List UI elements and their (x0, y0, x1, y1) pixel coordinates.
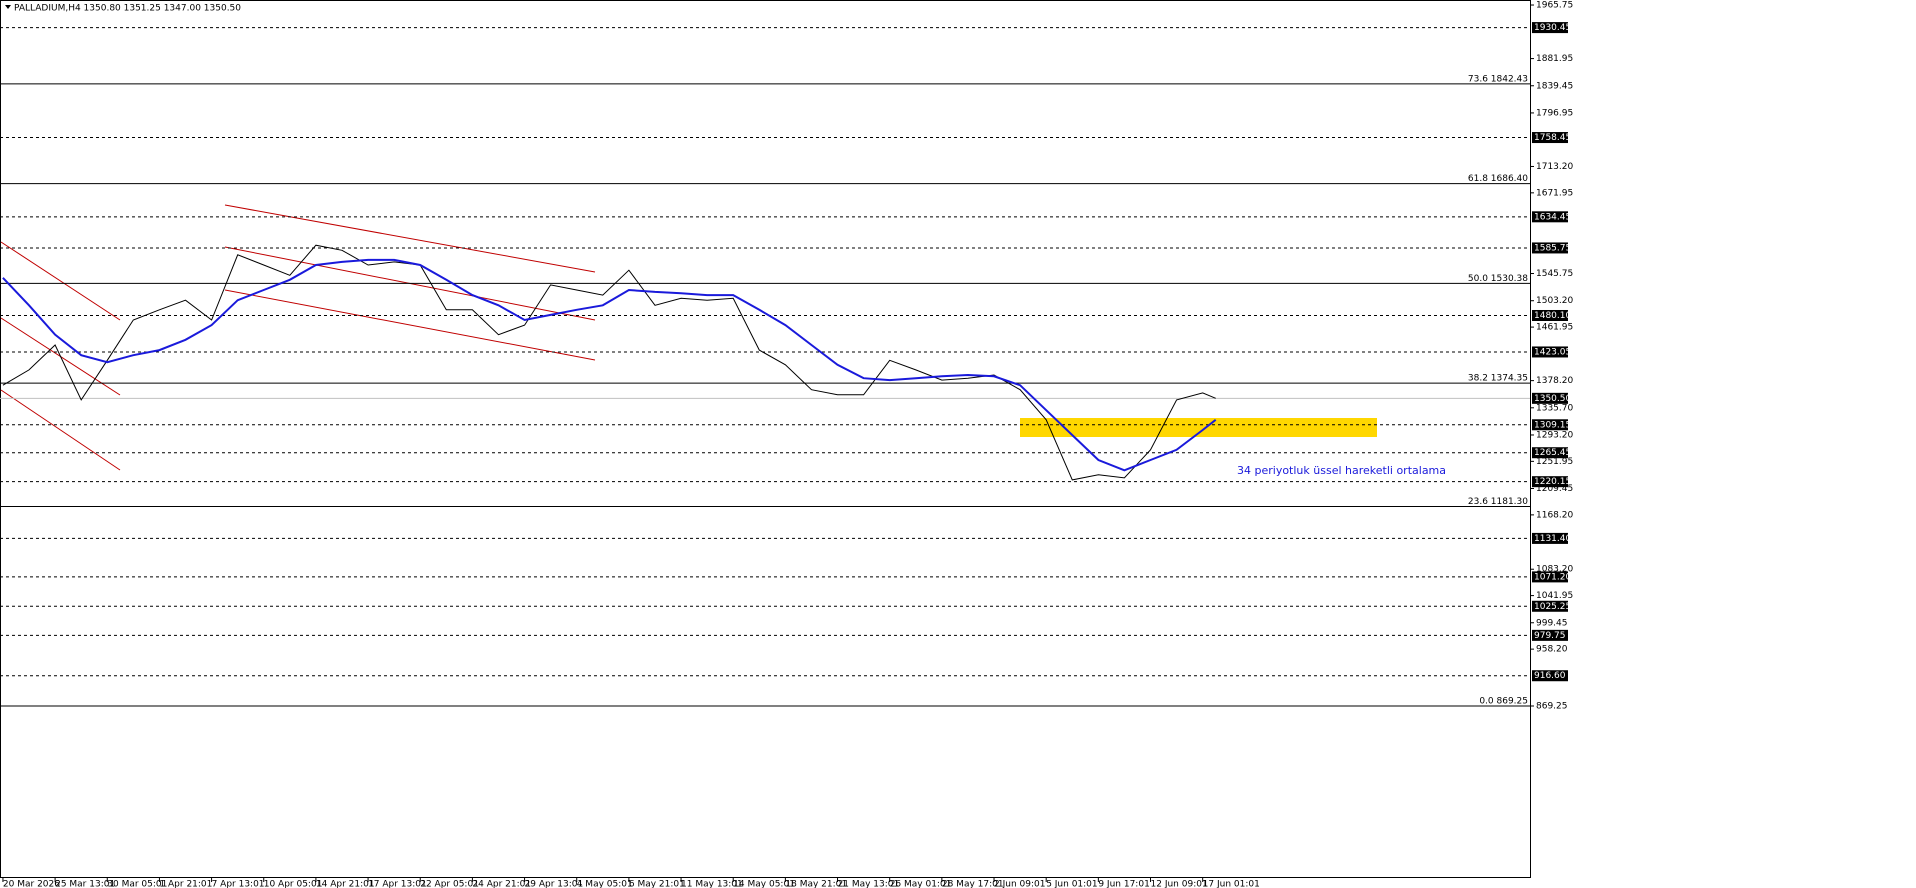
series-line (2, 258, 1217, 472)
x-tick-label: 1 Apr 21:01 (159, 880, 212, 888)
x-tick-label: 28 May 17:01 (942, 880, 1004, 888)
x-tick-label: 5 Jun 01:01 (1046, 880, 1097, 888)
y-tick-label: 1965.75 (1536, 1, 1573, 11)
fib-label: 73.6 1842.43 (1468, 74, 1528, 84)
level-label: 916.60 (1534, 671, 1566, 681)
y-tick-label: 1503.20 (1536, 296, 1573, 306)
trend-line (0, 241, 121, 321)
x-tick-label: 29 Apr 13:01 (525, 880, 584, 888)
x-tick-label: 20 Mar 2026 (3, 880, 60, 888)
level-box (1532, 629, 1568, 641)
y-tick-label: 1293.20 (1536, 430, 1573, 440)
x-tick-label: 9 Jun 17:01 (1098, 880, 1149, 888)
level-label: 1025.25 (1534, 602, 1571, 612)
x-tick-label: 17 Jun 01:01 (1203, 880, 1260, 888)
chart-title: PALLADIUM,H4 1350.80 1351.25 1347.00 135… (14, 4, 241, 14)
x-tick-label: 21 May 13:01 (838, 880, 900, 888)
level-box (1532, 346, 1568, 358)
level-label: 979.75 (1534, 631, 1566, 641)
annotation: 34 periyotluk üssel hareketli ortalama (1237, 464, 1446, 477)
y-tick-label: 1209.45 (1536, 484, 1573, 494)
x-tick-label: 10 Apr 05:01 (264, 880, 323, 888)
level-label: 1071.20 (1534, 572, 1571, 582)
x-tick-label: 11 May 13:01 (681, 880, 743, 888)
x-tick-label: 26 May 01:01 (890, 880, 952, 888)
y-tick-label: 1168.20 (1536, 510, 1573, 520)
level-label: 1423.05 (1534, 347, 1571, 357)
y-tick-label: 958.20 (1536, 645, 1568, 655)
trend-line (224, 204, 596, 273)
level-box (1532, 242, 1568, 254)
y-tick-label: 1839.45 (1536, 81, 1573, 91)
x-tick-label: 22 Apr 05:01 (420, 880, 479, 888)
level-label: 1220.15 (1534, 477, 1571, 487)
x-tick-label: 12 Jun 09:01 (1151, 880, 1208, 888)
level-box (1532, 571, 1568, 583)
level-box (1532, 419, 1568, 431)
y-tick-label: 1713.20 (1536, 162, 1573, 172)
trend-line (0, 389, 121, 471)
level-label: 1634.45 (1534, 212, 1571, 222)
y-tick-label: 1251.95 (1536, 457, 1573, 467)
series-line (2, 244, 1216, 481)
level-label: 1930.45 (1534, 23, 1571, 33)
level-label: 1309.15 (1534, 420, 1571, 430)
fib-label: 61.8 1686.40 (1468, 174, 1528, 184)
x-tick-label: 2 Jun 09:01 (994, 880, 1045, 888)
trend-line (224, 289, 596, 361)
fib-label: 0.0 869.25 (1479, 696, 1528, 706)
x-tick-label: 7 Apr 13:01 (212, 880, 265, 888)
level-label: 1350.50 (1534, 394, 1571, 404)
collapse-icon (5, 5, 11, 9)
level-box (1532, 22, 1568, 34)
level-box (1532, 132, 1568, 144)
level-box (1532, 447, 1568, 459)
x-tick-label: 17 Apr 13:01 (368, 880, 427, 888)
level-box (1532, 211, 1568, 223)
y-tick-label: 1881.95 (1536, 54, 1573, 64)
level-label: 1480.10 (1534, 311, 1571, 321)
x-tick-label: 6 May 21:01 (629, 880, 685, 888)
level-box (1532, 392, 1568, 404)
y-tick-label: 1461.95 (1536, 323, 1573, 333)
x-tick-label: 4 May 05:01 (577, 880, 633, 888)
x-tick-label: 14 May 05:01 (733, 880, 795, 888)
y-tick-label: 999.45 (1536, 618, 1568, 628)
x-tick-label: 30 Mar 05:01 (107, 880, 167, 888)
plot-frame (0, 0, 1531, 878)
level-label: 1265.45 (1534, 448, 1571, 458)
level-box (1532, 309, 1568, 321)
fib-label: 38.2 1374.35 (1468, 374, 1528, 384)
level-box (1532, 476, 1568, 488)
x-tick-label: 25 Mar 13:01 (55, 880, 115, 888)
x-tick-label: 14 Apr 21:01 (316, 880, 375, 888)
y-tick-label: 1335.70 (1536, 403, 1573, 413)
y-tick-label: 1041.95 (1536, 591, 1573, 601)
y-tick-label: 1671.95 (1536, 188, 1573, 198)
y-tick-label: 869.25 (1536, 701, 1568, 711)
fib-label: 23.6 1181.30 (1468, 497, 1528, 507)
level-box (1532, 532, 1568, 544)
level-box (1532, 600, 1568, 612)
level-label: 1758.45 (1534, 133, 1571, 143)
y-tick-label: 1545.75 (1536, 269, 1573, 279)
fib-label: 50.0 1530.38 (1468, 274, 1528, 284)
level-label: 1131.40 (1534, 534, 1571, 544)
level-box (1532, 670, 1568, 682)
level-label: 1585.75 (1534, 243, 1571, 253)
x-tick-label: 18 May 21:01 (785, 880, 847, 888)
y-tick-label: 1378.20 (1536, 376, 1573, 386)
x-tick-label: 24 Apr 21:01 (472, 880, 531, 888)
support-zone (1020, 418, 1377, 437)
y-tick-label: 1796.95 (1536, 108, 1573, 118)
y-tick-label: 1083.20 (1536, 565, 1573, 575)
